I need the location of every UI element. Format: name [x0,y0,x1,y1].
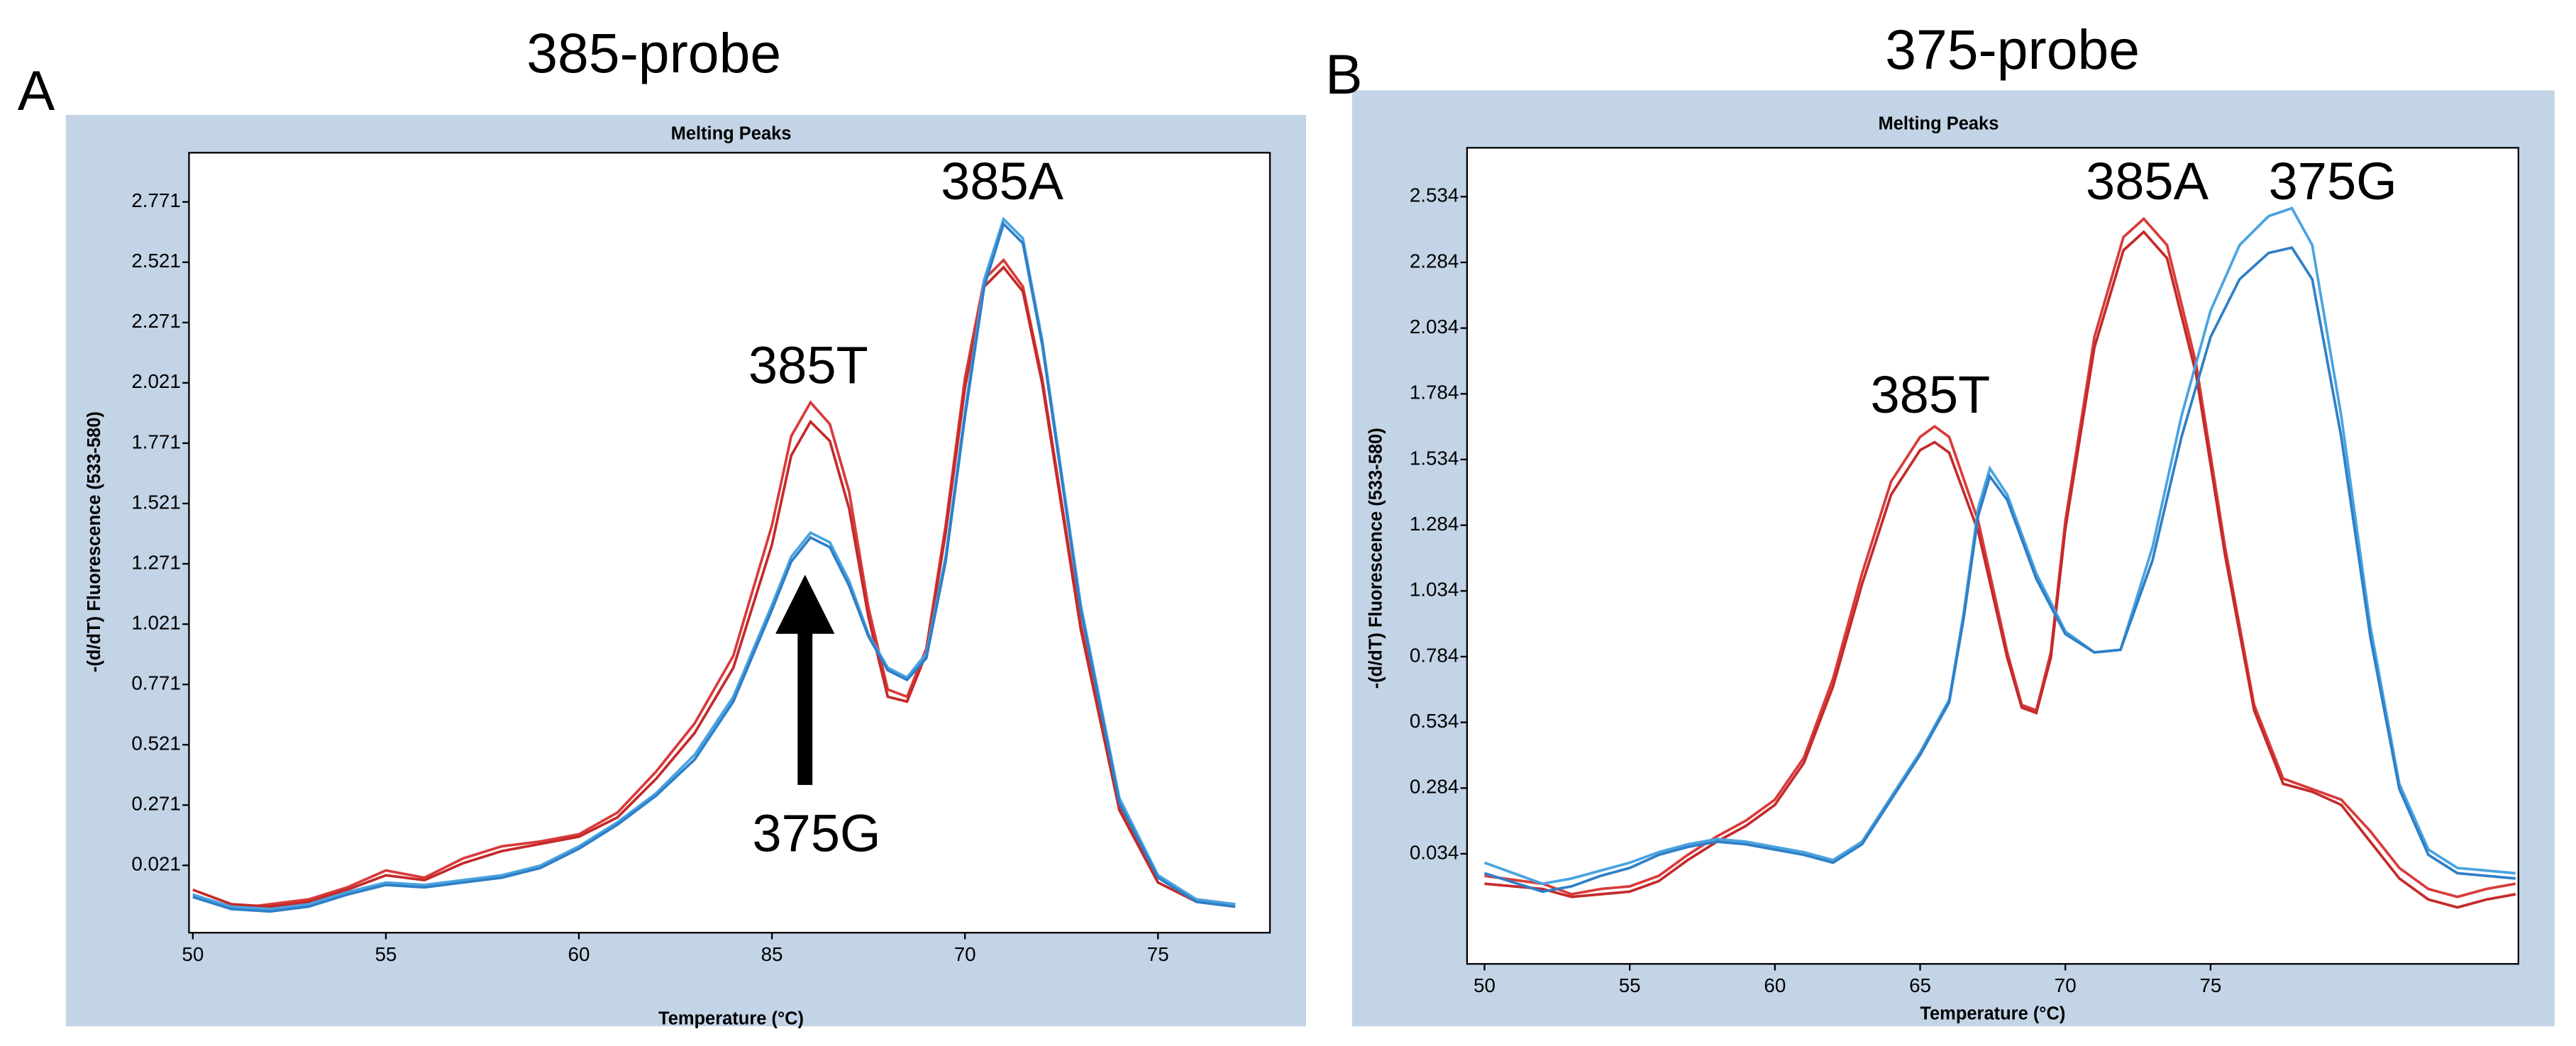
x-tick-label: 70 [954,943,976,965]
y-tick-label: 0.771 [131,672,180,694]
x-tick-label: 50 [182,943,204,965]
panel-label: A [18,60,55,122]
peak-annotation: 385T [748,336,868,395]
x-tick-label: 85 [761,943,783,965]
peak-annotation: 375G [752,804,880,863]
x-axis-label: Temperature (°C) [1920,1004,2065,1024]
y-tick-label: 1.021 [131,611,180,633]
x-tick-label: 65 [1909,974,1931,996]
y-tick-label: 0.284 [1410,776,1459,798]
y-tick-label: 2.521 [131,250,180,272]
y-tick-label: 0.021 [131,853,180,875]
x-tick-label: 60 [1764,974,1786,996]
panel-title: 375-probe [1885,18,2140,81]
x-axis-label: Temperature (°C) [658,1009,804,1029]
y-tick-label: 1.771 [131,430,180,452]
peak-annotation: 385A [941,152,1064,211]
y-tick-label: 0.784 [1410,644,1459,666]
melt-curve [1483,246,2516,894]
y-tick-label: 2.771 [131,189,180,211]
melt-curve [1483,206,2516,886]
y-tick-label: 0.271 [131,793,180,815]
y-tick-label: 1.034 [1410,579,1459,601]
x-tick-label: 50 [1474,974,1496,996]
y-tick-label: 1.521 [131,491,180,513]
x-tick-label: 55 [375,943,397,965]
x-tick-label: 75 [2199,974,2221,996]
y-tick-label: 0.034 [1410,841,1459,863]
y-tick-label: 2.534 [1410,184,1459,206]
x-tick-label: 55 [1619,974,1641,996]
peak-annotation: 385A [2086,152,2209,211]
y-tick-label: 2.271 [131,310,180,332]
y-axis-label: -(d/dT) Fluorescence (533-580) [1366,428,1386,689]
y-tick-label: 2.284 [1410,250,1459,272]
x-tick-label: 60 [568,943,590,965]
panel-label: B [1325,43,1363,106]
chart-title: Melting Peaks [671,124,792,144]
y-tick-label: 1.284 [1410,513,1459,535]
chart-title: Melting Peaks [1879,114,1999,134]
melt-curve [1484,230,2516,909]
y-axis-label: -(d/dT) Fluorescence (533-580) [84,411,104,672]
peak-annotation: 375G [2269,152,2397,211]
x-tick-label: 70 [2055,974,2077,996]
y-tick-label: 0.534 [1410,710,1459,732]
melt-curve [192,221,1236,913]
panel-title: 385-probe [526,22,781,84]
melt-curve [192,265,1236,908]
plot-area [188,152,1271,934]
y-tick-label: 2.021 [131,370,180,392]
y-tick-label: 1.534 [1410,447,1459,469]
plot-area [1466,147,2519,965]
y-tick-label: 2.034 [1410,316,1459,338]
y-tick-label: 0.521 [131,733,180,755]
y-tick-label: 1.784 [1410,382,1459,404]
peak-annotation: 385T [1870,365,1990,424]
x-tick-label: 75 [1147,943,1169,965]
y-tick-label: 1.271 [131,551,180,573]
